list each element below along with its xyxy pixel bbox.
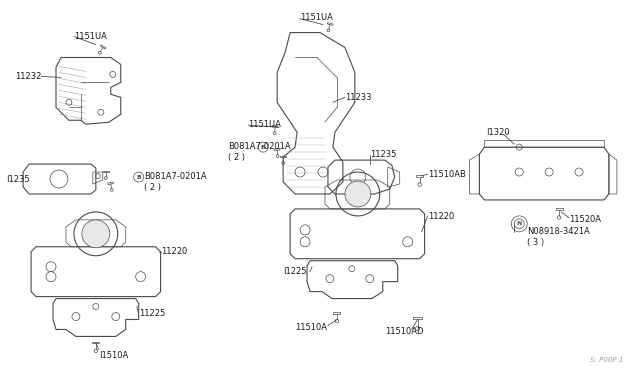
Text: S: P00P 1: S: P00P 1 bbox=[591, 357, 624, 363]
Text: N: N bbox=[516, 221, 522, 226]
Text: 1151UA: 1151UA bbox=[248, 120, 281, 129]
Text: B081A7-0201A
( 2 ): B081A7-0201A ( 2 ) bbox=[228, 142, 291, 162]
Text: B: B bbox=[136, 174, 141, 180]
Text: 11225: 11225 bbox=[139, 309, 165, 318]
Text: B081A7-0201A
( 2 ): B081A7-0201A ( 2 ) bbox=[143, 172, 206, 192]
Text: 1151UA: 1151UA bbox=[300, 13, 333, 22]
Text: 11220: 11220 bbox=[428, 212, 454, 221]
Circle shape bbox=[345, 181, 371, 207]
Text: 11510AB: 11510AB bbox=[428, 170, 465, 179]
Text: 11232: 11232 bbox=[15, 72, 42, 81]
Text: 11520A: 11520A bbox=[569, 215, 601, 224]
Text: 1151UA: 1151UA bbox=[74, 32, 107, 41]
Text: I1510A: I1510A bbox=[99, 351, 128, 360]
Text: I1225: I1225 bbox=[283, 267, 307, 276]
Text: 11233: 11233 bbox=[345, 93, 371, 102]
Text: B: B bbox=[260, 145, 266, 150]
Text: 11510AD: 11510AD bbox=[385, 327, 423, 336]
Text: I1235: I1235 bbox=[6, 174, 30, 183]
Text: 11220: 11220 bbox=[161, 247, 187, 256]
Circle shape bbox=[82, 220, 110, 248]
Text: N08918-3421A
( 3 ): N08918-3421A ( 3 ) bbox=[527, 227, 590, 247]
Text: 11510A: 11510A bbox=[295, 323, 327, 332]
Text: I1320: I1320 bbox=[486, 128, 510, 137]
Text: 11235: 11235 bbox=[370, 150, 396, 158]
